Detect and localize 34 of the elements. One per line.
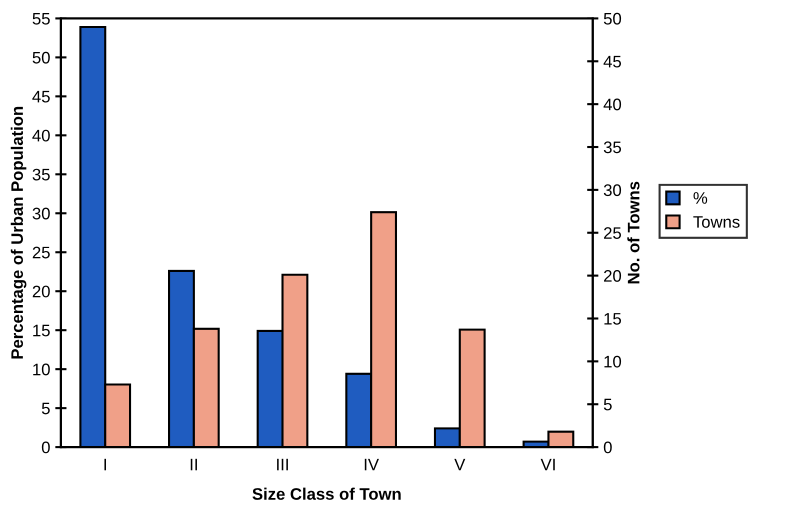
y-tick-label: 15: [33, 324, 50, 336]
y2-tick-label: 5: [604, 398, 612, 410]
y2-axis-title: No. of Towns: [627, 182, 640, 284]
y-tick-label: 20: [32, 286, 50, 298]
y-tick-label: 40: [32, 130, 50, 142]
y2-tick-label: 25: [604, 227, 622, 239]
y2-tick-label: 40: [604, 98, 622, 110]
y-tick-label: 0: [42, 442, 50, 454]
x-tick-label: I: [104, 458, 106, 470]
legend-label: %: [694, 192, 708, 204]
y2-tick-label: 50: [604, 12, 622, 25]
y-tick-label: 55: [32, 12, 50, 25]
legend-label: Towns: [693, 216, 740, 228]
y2-tick-label: 15: [604, 313, 622, 325]
y2-tick-label: 30: [604, 184, 622, 196]
y-axis-title: Percentage of Urban Population: [10, 106, 26, 358]
x-tick-label: VI: [540, 458, 555, 470]
y2-tick-label: 45: [604, 56, 622, 68]
y2-tick-label: 20: [604, 270, 622, 282]
y-tick-label: 45: [32, 90, 50, 103]
x-tick-label: IV: [364, 458, 379, 470]
y-tick-label: 50: [32, 52, 50, 64]
y-tick-label: 10: [33, 364, 50, 376]
y-tick-label: 25: [32, 246, 50, 258]
y2-tick-label: 10: [604, 356, 622, 368]
x-tick-label: II: [190, 458, 197, 470]
y2-tick-label: 0: [604, 442, 612, 454]
x-tick-label: V: [454, 458, 466, 470]
y-tick-label: 35: [32, 168, 50, 180]
y-tick-label: 30: [32, 208, 50, 220]
x-tick-label: III: [277, 458, 288, 470]
y-tick-label: 5: [42, 402, 50, 414]
x-axis-title: Size Class of Town: [252, 488, 401, 500]
y2-tick-label: 35: [604, 141, 622, 154]
